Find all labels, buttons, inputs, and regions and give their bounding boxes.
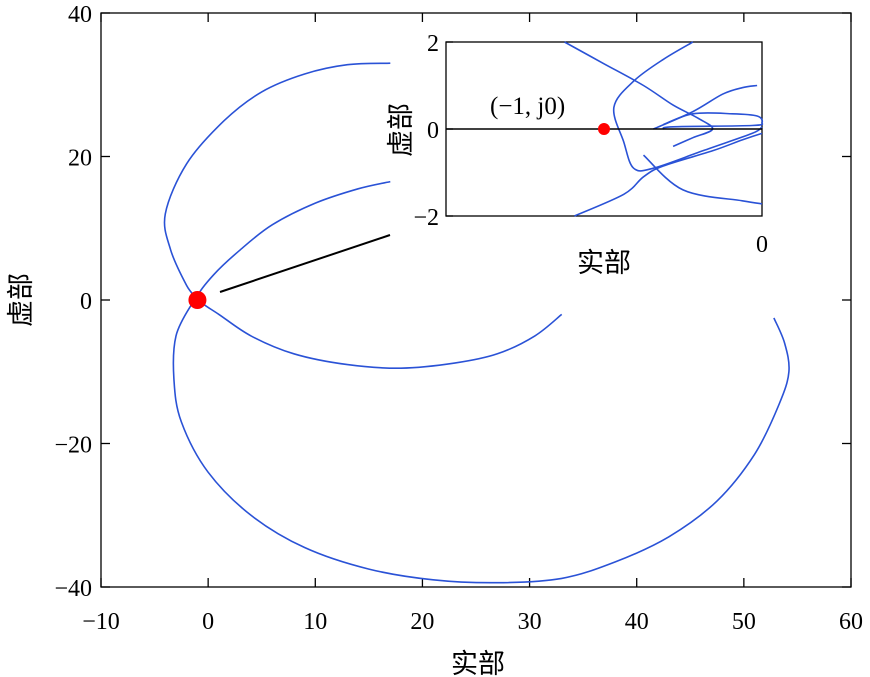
inset-x-axis-title: 实部 [577,248,631,279]
inset-series-line-6 [662,112,764,130]
main-x-tick-label: 50 [732,609,756,635]
inset-ticks: −2 0 2 0 [413,31,768,258]
main-y-tick-label: 20 [68,146,92,172]
inset-series-line-5 [642,154,763,205]
main-x-tick-label: 60 [839,609,863,635]
main-y-tick-label: −20 [54,433,92,459]
inset-series-line-2 [612,41,763,172]
main-series-line-2 [163,62,790,584]
main-x-tick-label: 10 [303,609,327,635]
main-series-line-1 [196,180,563,370]
inset-critical-point-marker [598,123,610,135]
inset-y-tick-label: −2 [413,205,439,231]
main-x-tick-label: 0 [202,609,214,635]
inset-annotation: (−1, j0) [490,93,565,120]
inset-y-tick-label: 0 [427,118,439,144]
zoom-leader-line [219,234,391,293]
main-critical-point-marker [188,291,207,309]
main-x-tick-label: 20 [410,609,434,635]
main-x-tick-label: 40 [625,609,649,635]
main-y-tick-label: 40 [68,2,92,28]
main-curves [163,62,790,584]
inset-y-axis-title: 虚部 [386,103,417,157]
main-x-axis-title: 实部 [451,649,505,677]
inset-x-tick-label: 0 [756,232,768,258]
main-x-tick-label: 30 [518,609,542,635]
main-y-tick-label: −40 [54,576,92,602]
main-y-tick-label: 0 [80,289,92,315]
main-y-axis-title: 虚部 [6,273,37,327]
main-x-tick-label: −10 [82,609,120,635]
main-marker-layer [188,291,207,309]
inset-series-line-4 [574,132,763,217]
inset-curves [564,41,764,217]
inset-y-tick-label: 2 [427,31,439,57]
inset-series-line-1 [564,41,714,148]
